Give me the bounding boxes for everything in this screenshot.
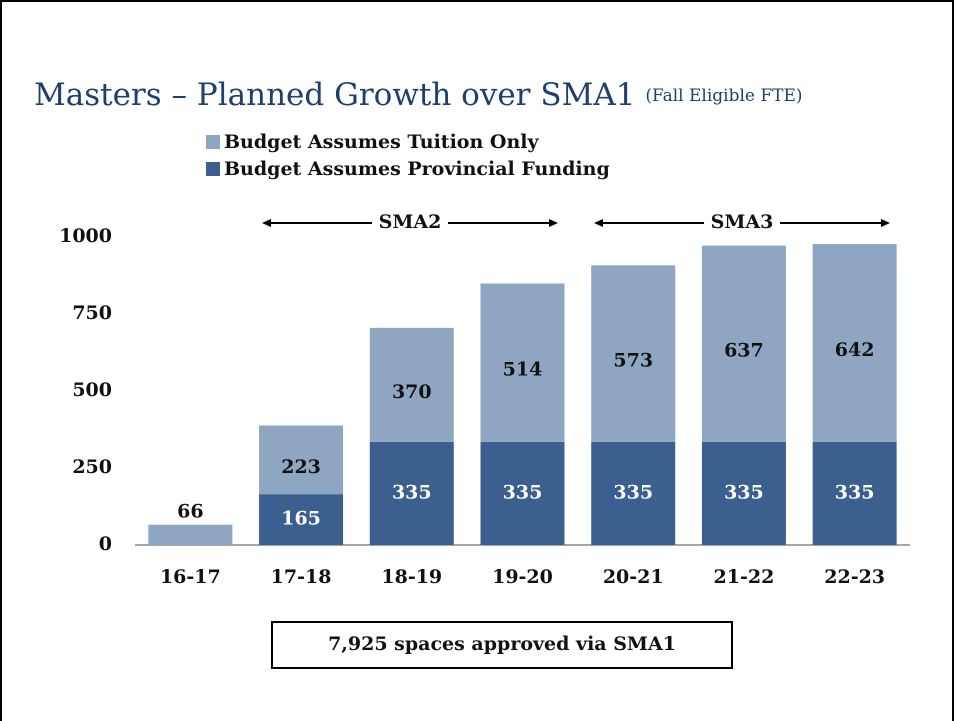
- bar-segment: [591, 265, 676, 442]
- y-tick-label: 500: [72, 379, 112, 401]
- bar-segment: [369, 441, 454, 545]
- x-tick-label: 19-20: [492, 566, 553, 588]
- data-label: 335: [613, 481, 653, 503]
- bar-segment: [480, 283, 565, 442]
- bar-segment: [701, 441, 786, 545]
- legend-swatch: [206, 135, 220, 149]
- note: 7,925 spaces approved via SMA1: [328, 633, 676, 655]
- data-label: 514: [503, 359, 543, 381]
- annotation: SMA2: [379, 211, 442, 233]
- title-main: Masters – Planned Growth over SMA1: [34, 77, 635, 113]
- sma3-annotation: SMA3: [594, 211, 890, 233]
- bar-segment: [259, 494, 344, 545]
- data-label: 642: [835, 339, 875, 361]
- x-tick-label: 18-19: [381, 566, 442, 588]
- bar-segment: [701, 245, 786, 442]
- sma2-annotation: SMA2: [262, 211, 558, 233]
- bar-segment: [148, 524, 233, 545]
- data-label: 637: [724, 340, 764, 362]
- x-tick-label: 21-22: [714, 566, 775, 588]
- bar-segment: [812, 244, 897, 442]
- x-tick-label: 17-18: [271, 566, 332, 588]
- bar-segment: [591, 441, 676, 545]
- y-tick-label: 750: [72, 302, 112, 324]
- note-box: [271, 621, 733, 669]
- x-tick-label: 16-17: [160, 566, 221, 588]
- x-tick-label: 20-21: [603, 566, 664, 588]
- legend-label: Budget Assumes Provincial Funding: [224, 158, 610, 180]
- title-sub: (Fall Eligible FTE): [645, 86, 802, 106]
- bar-segment: [480, 441, 565, 545]
- slide-title: Masters – Planned Growth over SMA1 (Fall…: [34, 77, 803, 113]
- legend-label: Budget Assumes Tuition Only: [224, 131, 539, 153]
- data-label: 335: [503, 481, 543, 503]
- annotation: SMA3: [711, 211, 774, 233]
- bar-segment: [369, 327, 454, 442]
- data-label: 335: [392, 481, 432, 503]
- data-label: 223: [281, 456, 321, 478]
- y-tick-label: 250: [72, 456, 112, 478]
- bar-segment: [259, 425, 344, 495]
- y-tick-label: 1000: [59, 225, 112, 247]
- data-label: 165: [281, 508, 321, 530]
- data-label: 370: [392, 381, 432, 403]
- x-tick-label: 22-23: [824, 566, 885, 588]
- data-label: 573: [613, 350, 653, 372]
- bar-segment: [812, 441, 897, 545]
- legend-swatch: [206, 162, 220, 176]
- y-tick-label: 0: [99, 533, 112, 555]
- data-label: 66: [177, 501, 203, 523]
- data-label: 335: [724, 481, 764, 503]
- data-label: 335: [835, 481, 875, 503]
